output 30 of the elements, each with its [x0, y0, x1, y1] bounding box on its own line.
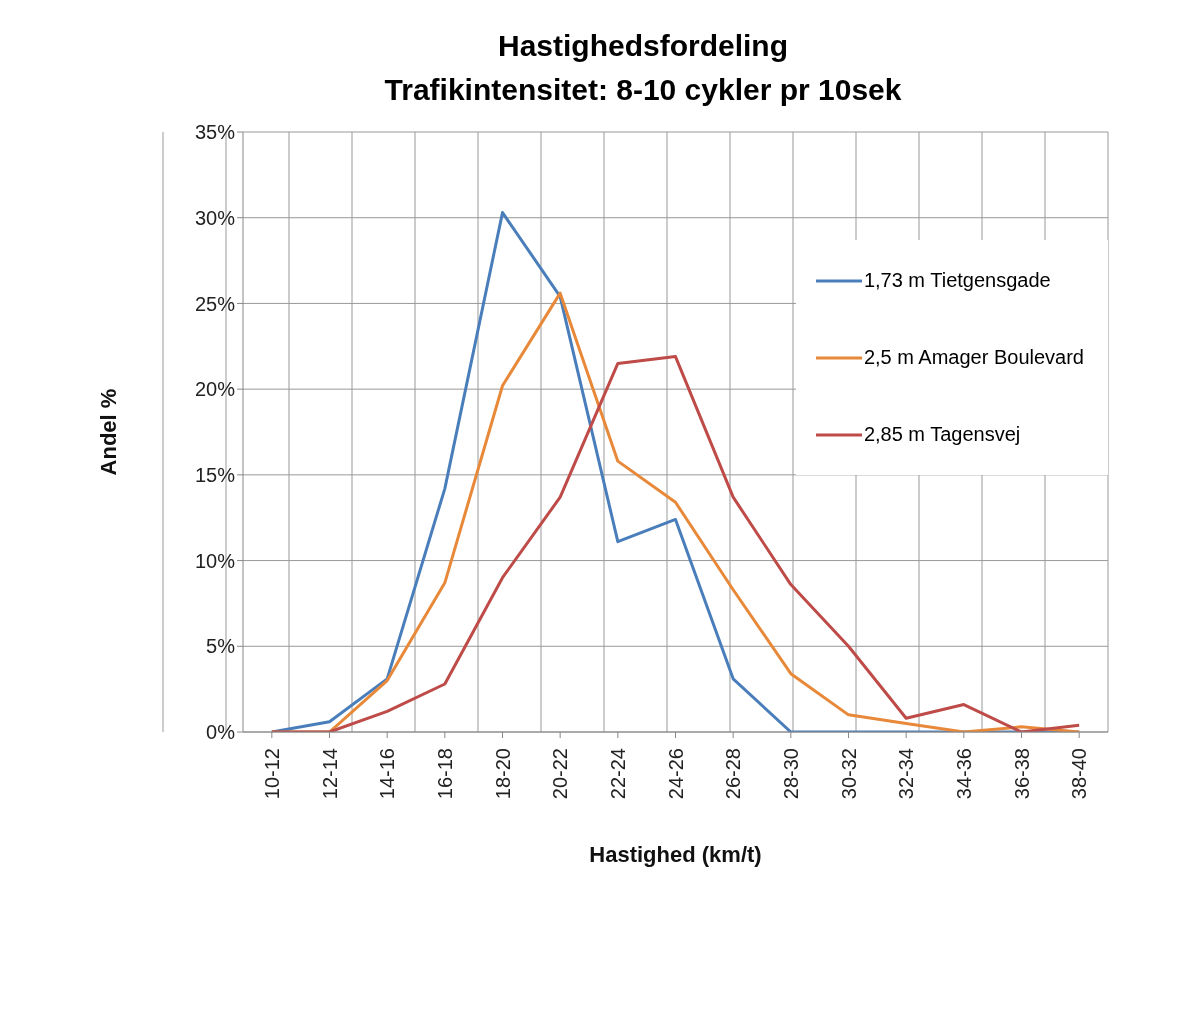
- y-tick-label: 0%: [206, 721, 236, 744]
- x-tick-label: 24-26: [664, 748, 687, 800]
- legend-label: 1,73 m Tietgensgade: [863, 269, 1051, 292]
- y-tick-label: 25%: [194, 292, 236, 315]
- x-tick-label: 30-32: [837, 748, 860, 800]
- y-tick-label: 30%: [194, 206, 236, 229]
- x-tick-label: 16-18: [433, 748, 456, 800]
- y-axis-title: Andel %: [95, 388, 121, 476]
- chart-subtitle: Trafikintensitet: 8-10 cykler pr 10sek: [383, 72, 903, 108]
- x-tick-label: 14-16: [376, 748, 399, 800]
- x-tick-label: 34-36: [952, 748, 975, 800]
- x-tick-label: 10-12: [260, 748, 283, 800]
- y-tick-label: 10%: [194, 549, 236, 572]
- y-tick-label: 15%: [194, 463, 236, 486]
- x-tick-label: 32-34: [895, 748, 918, 800]
- x-tick-label: 22-24: [606, 748, 629, 800]
- x-tick-label: 18-20: [491, 748, 514, 800]
- x-tick-label: 28-30: [779, 748, 802, 800]
- x-tick-label: 20-22: [549, 748, 572, 800]
- y-tick-label: 20%: [194, 378, 236, 401]
- x-tick-label: 38-40: [1068, 748, 1091, 800]
- x-tick-label: 36-38: [1010, 748, 1033, 800]
- chart-title: Hastighedsfordeling: [497, 28, 789, 64]
- legend-label: 2,5 m Amager Boulevard: [863, 346, 1084, 369]
- x-axis-title: Hastighed (km/t): [589, 842, 762, 867]
- x-tick-label: 12-14: [318, 748, 341, 800]
- y-tick-label: 5%: [206, 635, 236, 658]
- legend-label: 2,85 m Tagensvej: [863, 423, 1021, 446]
- x-tick-label: 26-28: [722, 748, 745, 800]
- y-tick-label: 35%: [194, 121, 236, 144]
